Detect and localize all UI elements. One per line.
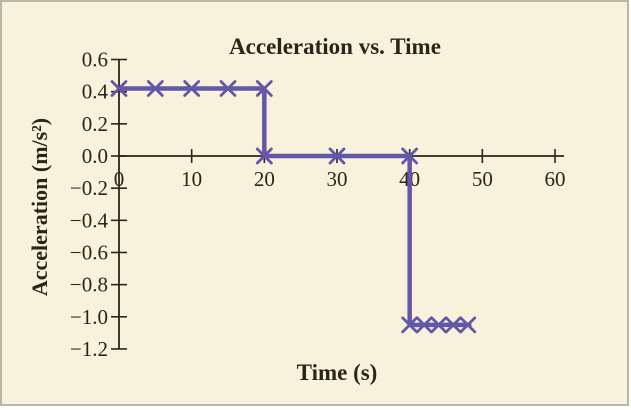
y-tick-label: 0.4 [82,80,109,104]
y-tick-label: −1.0 [70,305,108,329]
x-marker [146,80,164,97]
x-marker [459,316,477,334]
y-axis-title: Acceleration (m/s²) [27,117,52,297]
x-tick-label: 0 [114,167,125,191]
y-tick-label: 0.0 [82,144,108,168]
x-marker [255,147,273,165]
y-tick-label: 0.6 [82,48,108,72]
x-marker [444,316,462,334]
y-tick-label: 0.2 [82,112,108,136]
x-tick-label: 20 [254,167,275,191]
x-tick-label: 30 [327,167,348,191]
x-marker [401,147,419,165]
x-marker [110,80,128,97]
y-tick-label: −0.6 [70,240,108,264]
x-marker [183,80,201,97]
x-marker [401,316,419,334]
y-tick-label: −1.2 [70,337,108,361]
chart-title: Acceleration vs. Time [229,34,441,59]
x-marker [415,316,433,334]
y-tick-label: −0.4 [70,208,109,232]
x-tick-label: 10 [181,167,202,191]
y-tick-label: −0.8 [70,273,108,297]
x-tick-label: 50 [472,167,493,191]
x-marker [430,316,448,334]
x-marker [328,147,346,165]
y-tick-label: −0.2 [70,176,108,200]
data-line [119,86,472,328]
x-marker [255,80,273,97]
x-tick-label: 60 [545,167,566,191]
x-axis-title: Time (s) [296,360,378,385]
x-marker [219,80,237,97]
